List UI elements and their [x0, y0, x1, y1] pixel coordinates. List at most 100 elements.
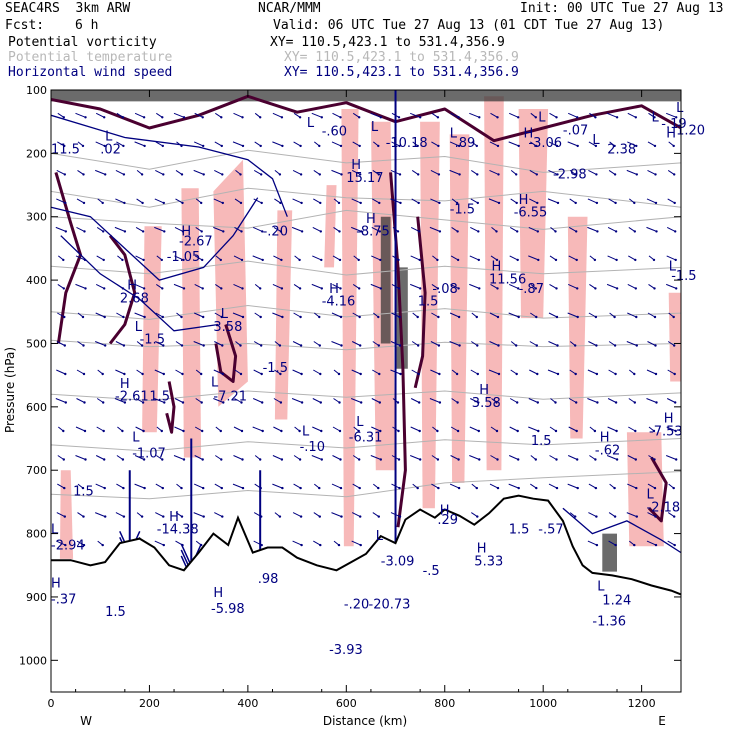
wind-vector: [195, 398, 202, 403]
contour-value-label: .98: [258, 572, 279, 587]
x-axis-right-end: E: [658, 714, 666, 728]
wind-vector-head: [299, 344, 303, 347]
wind-vector: [194, 112, 203, 118]
wind-vector-head: [455, 201, 459, 205]
wind-vector-head: [574, 173, 577, 176]
dark-shade-region: [602, 533, 617, 572]
wind-vector: [173, 112, 185, 118]
wind-vector-head: [378, 372, 381, 376]
contour-value-label: 11.56: [489, 272, 526, 287]
wind-vector: [273, 226, 282, 232]
wind-vector: [175, 198, 183, 204]
high-low-marker: H: [127, 279, 137, 294]
wind-vector: [667, 341, 675, 346]
wind-vector: [549, 283, 557, 289]
wind-vector-head: [476, 344, 479, 347]
wind-vector-head: [673, 201, 676, 205]
wind-vector: [352, 141, 360, 147]
wind-vector: [471, 341, 478, 346]
wind-vector-head: [260, 372, 263, 376]
wind-vector: [567, 455, 578, 460]
wind-vector-head: [240, 401, 243, 404]
wind-vector: [449, 312, 460, 318]
wind-vector-head: [416, 486, 419, 490]
wind-vector-head: [239, 173, 242, 176]
wind-vector-head: [142, 287, 146, 290]
high-low-marker: L: [51, 523, 59, 538]
wind-vector: [213, 226, 224, 232]
wind-vector-head: [162, 344, 165, 347]
wind-vector: [56, 169, 66, 175]
high-low-marker: H: [351, 158, 361, 173]
wind-vector: [626, 169, 637, 175]
wind-vector-head: [82, 515, 85, 518]
wind-vector-head: [241, 287, 244, 290]
wind-vector-head: [220, 144, 223, 148]
model-label: SEAC4RS 3km ARW: [5, 1, 131, 16]
contour-value-label: 5.33: [474, 554, 503, 569]
wind-vector-head: [141, 201, 144, 205]
contour-value-label: -1.36: [592, 615, 626, 630]
high-low-marker: L: [676, 101, 684, 116]
pv-shade-region: [567, 216, 588, 439]
terrain-layer: [51, 494, 681, 692]
y-tick-label: 800: [26, 528, 47, 541]
wind-vector-head: [496, 458, 499, 461]
wind-vector: [75, 112, 86, 118]
theta-contour: [51, 390, 681, 402]
wind-vector: [215, 112, 222, 118]
wind-vector-head: [339, 144, 343, 148]
wind-vector-head: [281, 486, 284, 490]
wind-vector: [76, 398, 85, 403]
wind-vector: [667, 369, 675, 375]
wind-vector: [667, 540, 675, 546]
wind-vector-head: [673, 543, 676, 547]
wind-vector: [96, 398, 104, 403]
wind-vector-head: [318, 173, 321, 176]
wind-vector-head: [62, 287, 65, 290]
wind-vector: [508, 283, 519, 289]
wind-vector-head: [103, 458, 106, 461]
wind-vector-head: [220, 458, 223, 461]
wind-vector-head: [495, 258, 499, 262]
wind-vector: [233, 283, 243, 289]
contour-value-label: 11.5: [51, 142, 80, 157]
wind-vector: [95, 483, 105, 489]
wind-vector: [509, 226, 518, 232]
wind-vector: [134, 283, 145, 289]
wind-vector: [647, 169, 656, 175]
x-tick-label: 0: [48, 697, 55, 710]
wind-vector-head: [398, 486, 401, 490]
wind-vector-head: [121, 429, 124, 433]
wind-vector: [351, 540, 361, 546]
contour-value-label: 3.58: [472, 396, 501, 411]
high-low-marker: L: [450, 127, 458, 142]
pv-shade-region: [484, 96, 504, 471]
wind-vector-head: [416, 144, 419, 148]
wind-vector-head: [675, 458, 678, 461]
wind-vector-head: [201, 287, 204, 290]
wind-vector: [509, 398, 518, 403]
wind-vector-head: [141, 401, 145, 404]
wind-vector-head: [457, 458, 460, 461]
wind-vector: [313, 169, 321, 175]
wind-vector: [214, 341, 223, 346]
wind-vector-head: [280, 258, 283, 262]
wind-vector-head: [495, 429, 499, 433]
wind-vector-head: [615, 458, 619, 461]
wind-vector: [115, 369, 125, 375]
wind-vector-head: [162, 515, 165, 518]
wind-vector-head: [438, 201, 441, 205]
wind-vector-head: [595, 515, 598, 518]
wind-vector-head: [62, 458, 65, 461]
wind-vector: [95, 512, 106, 518]
x-axis-title: Distance (km): [323, 714, 407, 728]
wind-vector-head: [339, 287, 342, 290]
wind-vector-head: [180, 486, 183, 490]
wind-vector-head: [357, 258, 360, 262]
wind-vector-head: [122, 486, 125, 490]
wind-vector-head: [594, 458, 597, 461]
wind-vector: [606, 112, 618, 118]
wind-vector: [352, 283, 360, 289]
wind-vector-head: [278, 344, 282, 347]
